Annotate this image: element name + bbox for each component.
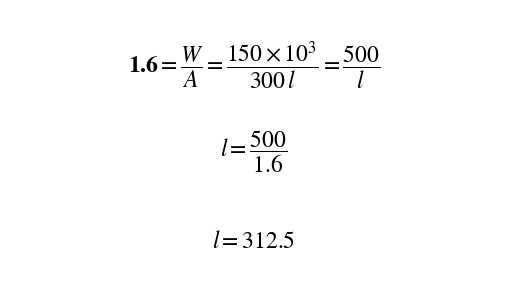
Text: $\mathbf{1.6} = \dfrac{\mathit{W}}{\mathit{A}} = \dfrac{150 \times 10^3}{300\,\m: $\mathbf{1.6} = \dfrac{\mathit{W}}{\math… [128,39,380,91]
Text: $\mathit{l} = 312.5$: $\mathit{l} = 312.5$ [212,229,296,253]
Text: $\mathit{l} = \dfrac{500}{1.6}$: $\mathit{l} = \dfrac{500}{1.6}$ [220,129,288,175]
